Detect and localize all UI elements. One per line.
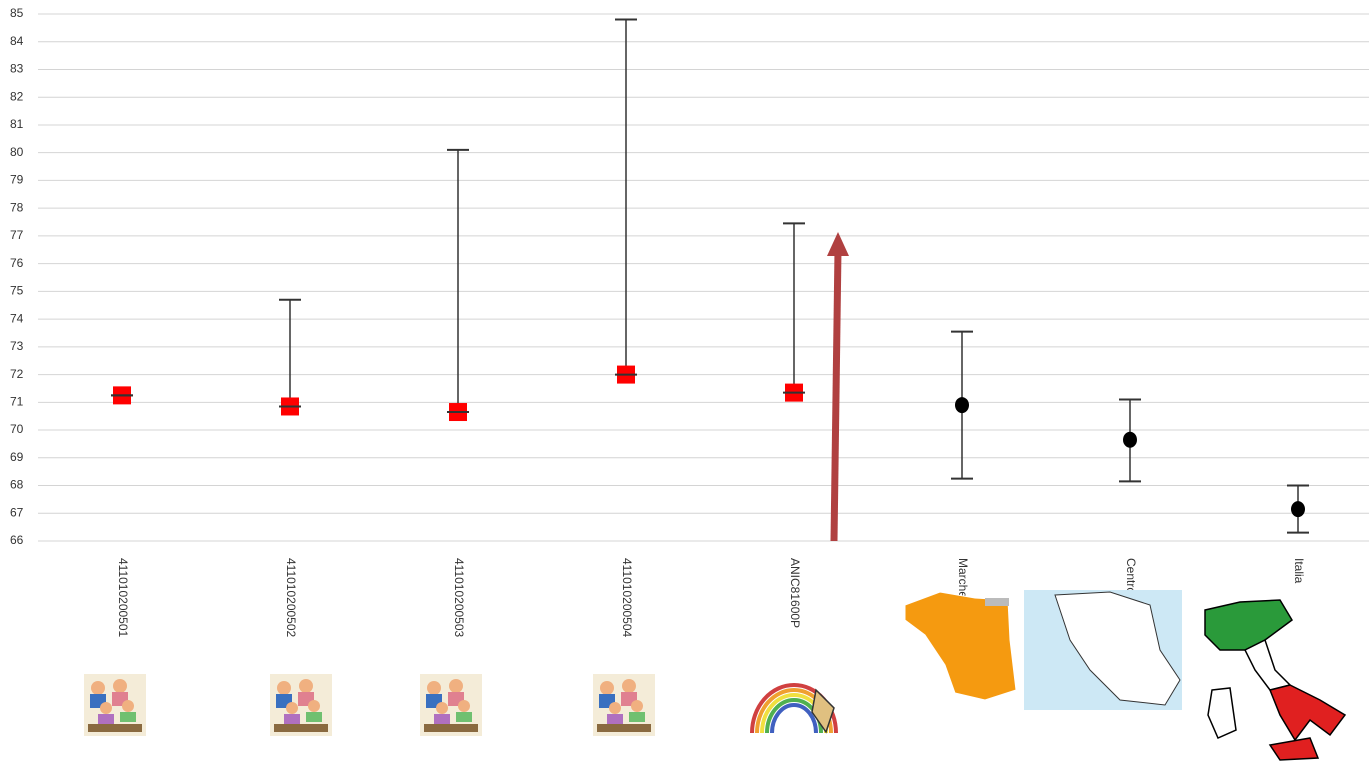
y-tick-label: 79	[10, 173, 24, 187]
x-tick-label: Marche	[956, 558, 970, 598]
y-tick-label: 80	[10, 145, 24, 159]
y-tick-label: 70	[10, 422, 24, 436]
y-tick-label: 72	[10, 367, 24, 381]
marker	[1123, 431, 1137, 448]
y-tick-label: 68	[10, 478, 24, 492]
x-tick-label: 411010200502	[284, 558, 298, 638]
y-tick-label: 78	[10, 200, 24, 214]
marker	[955, 397, 969, 414]
y-tick-label: 81	[10, 117, 24, 131]
marker	[1291, 501, 1305, 518]
y-tick-label: 66	[10, 533, 24, 547]
y-tick-label: 69	[10, 450, 24, 464]
y-tick-label: 67	[10, 505, 24, 519]
x-tick-label: 411010200504	[620, 558, 634, 638]
annotation-arrow	[830, 249, 842, 542]
y-tick-label: 85	[10, 6, 24, 20]
rainbow-logo	[750, 683, 838, 734]
y-tick-label: 77	[10, 228, 24, 242]
x-tick-label: Italia	[1292, 558, 1306, 584]
map-italia	[1204, 599, 1347, 761]
y-tick-label: 84	[10, 34, 24, 48]
map-centro	[1024, 590, 1182, 710]
x-tick-label: 411010200503	[452, 558, 466, 638]
y-tick-label: 75	[10, 284, 24, 298]
y-tick-label: 73	[10, 339, 24, 353]
y-tick-label: 82	[10, 89, 24, 103]
map-marche	[904, 591, 1017, 701]
y-tick-label: 71	[10, 394, 24, 408]
x-tick-label: Centro	[1124, 558, 1138, 594]
x-tick-label: ANIC81600P	[788, 558, 802, 628]
annotation-arrowhead	[827, 232, 849, 256]
x-tick-label: 411010200501	[116, 558, 130, 638]
y-tick-label: 83	[10, 62, 24, 76]
y-tick-label: 74	[10, 311, 24, 325]
y-tick-label: 76	[10, 256, 24, 270]
school-icons	[84, 674, 655, 736]
